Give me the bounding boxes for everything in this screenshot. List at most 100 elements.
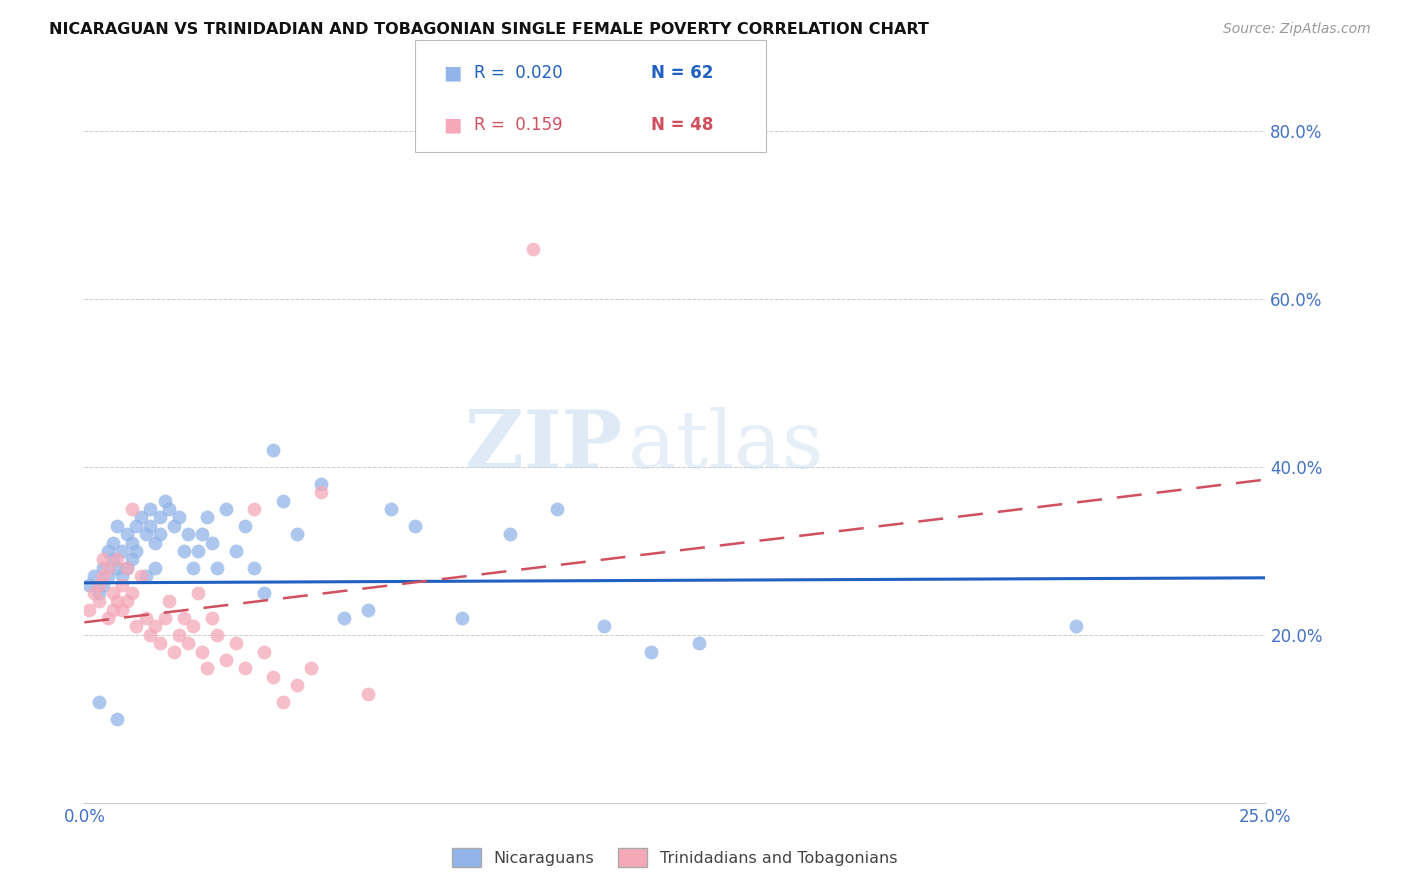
- Point: [115, 560, 138, 574]
- Point: [121, 502, 143, 516]
- Text: N = 48: N = 48: [651, 116, 713, 134]
- Point: [262, 670, 284, 684]
- Point: [593, 619, 616, 633]
- Point: [285, 527, 308, 541]
- Point: [143, 535, 166, 549]
- Point: [195, 661, 218, 675]
- Point: [101, 603, 124, 617]
- Text: Source: ZipAtlas.com: Source: ZipAtlas.com: [1223, 22, 1371, 37]
- Point: [173, 611, 195, 625]
- Point: [271, 493, 294, 508]
- Text: N = 62: N = 62: [651, 64, 713, 82]
- Point: [121, 535, 143, 549]
- Point: [243, 560, 266, 574]
- Point: [380, 502, 402, 516]
- Point: [299, 661, 322, 675]
- Point: [149, 636, 172, 650]
- Point: [205, 560, 228, 574]
- Point: [181, 619, 204, 633]
- Point: [139, 628, 162, 642]
- Point: [83, 586, 105, 600]
- Point: [139, 518, 162, 533]
- Point: [107, 518, 129, 533]
- Text: R =  0.020: R = 0.020: [474, 64, 562, 82]
- Point: [125, 544, 148, 558]
- Point: [205, 628, 228, 642]
- Point: [157, 502, 180, 516]
- Point: [107, 594, 129, 608]
- Point: [195, 510, 218, 524]
- Point: [215, 653, 238, 667]
- Point: [101, 552, 124, 566]
- Point: [201, 535, 224, 549]
- Point: [309, 485, 332, 500]
- Point: [107, 560, 129, 574]
- Point: [91, 569, 114, 583]
- Point: [121, 586, 143, 600]
- Text: ZIP: ZIP: [465, 407, 621, 485]
- Point: [153, 493, 176, 508]
- Point: [101, 535, 124, 549]
- Point: [253, 645, 276, 659]
- Point: [201, 611, 224, 625]
- Legend: Nicaraguans, Trinidadians and Tobagonians: Nicaraguans, Trinidadians and Tobagonian…: [446, 842, 904, 873]
- Point: [167, 510, 190, 524]
- Point: [243, 502, 266, 516]
- Point: [125, 518, 148, 533]
- Point: [253, 586, 276, 600]
- Point: [522, 242, 544, 256]
- Point: [87, 577, 110, 591]
- Point: [640, 645, 662, 659]
- Point: [177, 636, 200, 650]
- Text: atlas: atlas: [627, 407, 823, 485]
- Point: [129, 510, 152, 524]
- Point: [97, 560, 120, 574]
- Point: [187, 586, 209, 600]
- Point: [121, 552, 143, 566]
- Point: [87, 586, 110, 600]
- Point: [181, 560, 204, 574]
- Point: [91, 560, 114, 574]
- Point: [225, 636, 247, 650]
- Point: [87, 594, 110, 608]
- Point: [125, 619, 148, 633]
- Point: [546, 502, 568, 516]
- Point: [107, 712, 129, 726]
- Point: [498, 527, 520, 541]
- Point: [191, 645, 214, 659]
- Point: [77, 577, 100, 591]
- Point: [233, 518, 256, 533]
- Point: [451, 611, 474, 625]
- Point: [149, 527, 172, 541]
- Point: [191, 527, 214, 541]
- Point: [115, 594, 138, 608]
- Point: [309, 476, 332, 491]
- Point: [111, 569, 134, 583]
- Point: [97, 544, 120, 558]
- Point: [149, 510, 172, 524]
- Point: [135, 569, 157, 583]
- Point: [271, 695, 294, 709]
- Point: [187, 544, 209, 558]
- Point: [129, 569, 152, 583]
- Text: R =  0.159: R = 0.159: [474, 116, 562, 134]
- Text: ■: ■: [443, 64, 461, 83]
- Point: [139, 502, 162, 516]
- Point: [157, 594, 180, 608]
- Point: [97, 569, 120, 583]
- Point: [91, 577, 114, 591]
- Point: [404, 518, 426, 533]
- Point: [115, 560, 138, 574]
- Point: [333, 611, 356, 625]
- Point: [115, 527, 138, 541]
- Point: [262, 443, 284, 458]
- Point: [87, 695, 110, 709]
- Point: [91, 552, 114, 566]
- Point: [225, 544, 247, 558]
- Text: ■: ■: [443, 115, 461, 134]
- Point: [215, 502, 238, 516]
- Point: [77, 603, 100, 617]
- Point: [357, 603, 380, 617]
- Point: [107, 552, 129, 566]
- Point: [177, 527, 200, 541]
